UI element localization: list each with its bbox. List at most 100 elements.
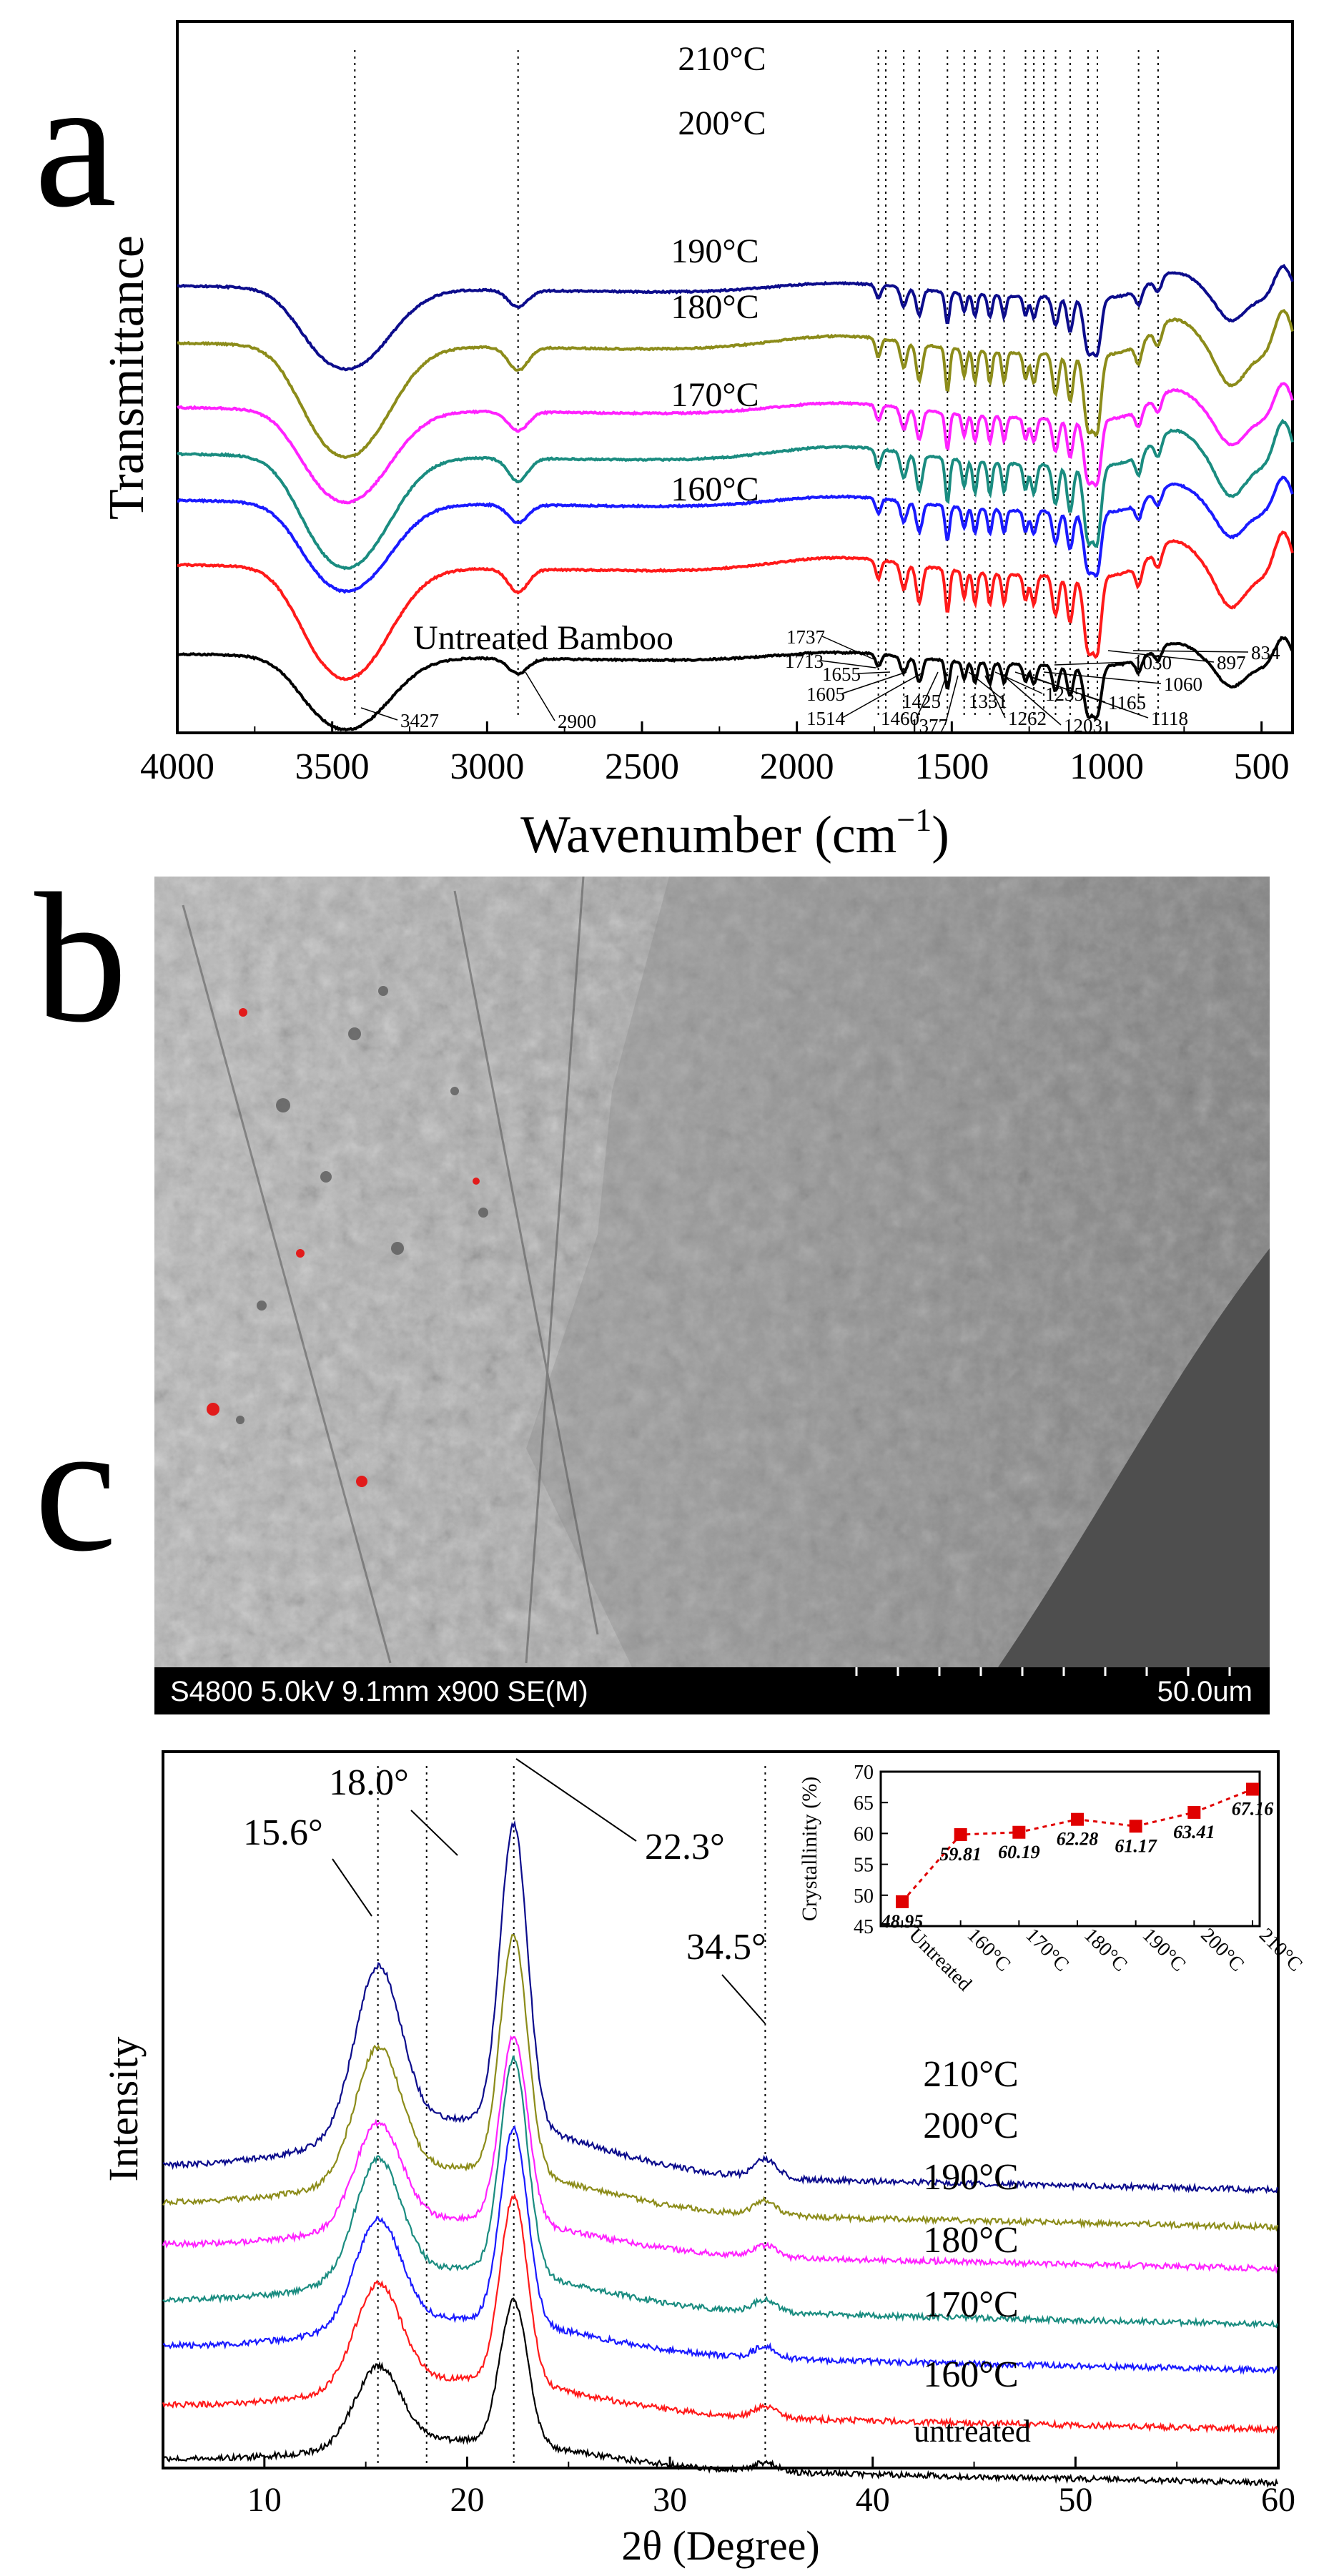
ftir-band-leader	[1107, 650, 1215, 663]
xrd-series-label: 200°C	[923, 2106, 1018, 2146]
ftir-band-leader	[1043, 671, 1162, 684]
ftir-band-leader	[968, 671, 1005, 701]
inset-data-point	[1187, 1805, 1201, 1819]
xrd-series-line	[162, 2193, 1278, 2434]
ftir-band-leader	[944, 675, 959, 726]
inset-y-axis-label: Crystallinity (%)	[798, 1777, 821, 1921]
xrd-x-tick-label: 30	[653, 2481, 687, 2519]
ftir-x-axis-label: Wavenumber (cm−1)	[520, 801, 949, 864]
ftir-band-label: 1262	[1008, 708, 1047, 729]
inset-data-point	[896, 1895, 909, 1908]
panel-letter-b: b	[34, 855, 127, 1061]
inset-x-tick-label: 200°C	[1196, 1924, 1248, 1976]
inset-value-label: 61.17	[1115, 1835, 1157, 1856]
ftir-band-leader	[821, 636, 874, 660]
xrd-series-line	[162, 1934, 1278, 2232]
xrd-x-ticks: 10 20 30 40 50 60	[162, 2457, 1295, 2519]
ftir-x-tick-label: 4000	[140, 746, 214, 787]
xrd-y-axis-label: Intensity	[100, 2037, 147, 2182]
panel-letter-c: c	[34, 1384, 117, 1590]
inset-data-point	[1129, 1820, 1142, 1833]
xrd-peak-leader	[515, 1758, 637, 1842]
xrd-x-axis-label: 2θ (Degree)	[621, 2522, 819, 2569]
inset-plot-frame	[879, 1770, 1261, 1928]
inset-value-label: 62.28	[1057, 1829, 1099, 1850]
inset-value-label: 67.16	[1232, 1799, 1274, 1820]
sem-scale-label: 50.0um	[1157, 1676, 1253, 1707]
xrd-peak-label: 34.5°	[686, 1927, 766, 1968]
inset-x-tick-label: Untreated	[904, 1924, 976, 1995]
xrd-curves	[162, 1820, 1278, 2488]
ftir-band-label: 1737	[786, 626, 825, 648]
ftir-series-line	[177, 263, 1294, 372]
ftir-band-leader	[937, 671, 948, 701]
xrd-series-line	[162, 2297, 1278, 2488]
xrd-series-labels: untreated 160°C 170°C 180°C 190°C 200°C 210°C	[914, 2054, 1031, 2449]
xrd-peak-leader	[332, 1858, 372, 1917]
ftir-x-tick-label: 1000	[1069, 746, 1144, 787]
panel-letter-a: a	[34, 40, 117, 246]
sem-texture	[154, 877, 1270, 1714]
ftir-chart: 4000 3500 3000 2500 2000 1500 1000 500 3427 2900…	[99, 20, 1294, 864]
ftir-band-label: 3427	[400, 710, 439, 731]
xrd-series-label: 160°C	[923, 2354, 1018, 2395]
ftir-band-leader	[841, 671, 924, 719]
inset-y-tick-label: 70	[854, 1762, 874, 1784]
ftir-band-label: 1425	[902, 691, 941, 712]
inset-data-point	[1012, 1825, 1026, 1839]
ftir-band-leader	[820, 660, 876, 668]
ftir-band-leader	[1132, 650, 1249, 653]
inset-x-tick-label: 190°C	[1138, 1924, 1190, 1976]
inset-y-tick-label: 45	[854, 1916, 874, 1938]
xrd-peak-label: 22.3°	[645, 1827, 725, 1867]
ftir-band-label: 834	[1251, 642, 1280, 663]
ftir-band-label: 1514	[806, 708, 846, 729]
ftir-series-line	[177, 475, 1294, 594]
ftir-series-label: Untreated Bamboo	[413, 619, 673, 657]
ftir-band-label: 1235	[1045, 684, 1084, 705]
ftir-x-ticks: 4000 3500 3000 2500 2000 1500 1000 500	[140, 721, 1290, 787]
ftir-series-label: 160°C	[671, 470, 759, 508]
ftir-band-leader	[916, 671, 939, 719]
ftir-series-line	[176, 418, 1294, 571]
ftir-band-label: 1377	[909, 715, 948, 736]
ftir-band-leader	[360, 707, 398, 721]
xrd-peak-leader	[721, 1974, 766, 2024]
ftir-band-label: 1460	[881, 708, 919, 729]
ftir-band-leader	[994, 671, 1043, 694]
xrd-series-label: 170°C	[923, 2284, 1018, 2325]
ftir-x-tick-label: 1500	[914, 746, 989, 787]
ftir-series-label: 200°C	[678, 104, 766, 142]
ftir-band-label: 1118	[1151, 708, 1188, 729]
ftir-series-line	[177, 309, 1294, 459]
ftir-x-tick-label: 3500	[295, 746, 370, 787]
ftir-band-leader	[984, 675, 1006, 719]
inset-x-tick-label: 160°C	[963, 1924, 1015, 1976]
ftir-x-tick-label: 500	[1234, 746, 1290, 787]
ftir-band-label: 897	[1217, 652, 1246, 673]
ftir-band-label: 1060	[1164, 673, 1202, 695]
sem-info-bar: S4800 5.0kV 9.1mm x900 SE(M) 50.0um	[154, 1667, 1270, 1714]
sem-scale-ticks	[855, 1667, 1231, 1676]
inset-y-tick-label: 55	[854, 1855, 874, 1877]
xrd-peak-leader	[410, 1810, 458, 1856]
xrd-series-label: 190°C	[923, 2157, 1018, 2198]
ftir-band-label: 1605	[806, 684, 845, 705]
inset-data-point	[954, 1828, 967, 1842]
xrd-peak-label: 18.0°	[329, 1762, 409, 1803]
inset-x-tick-label: 210°C	[1255, 1924, 1307, 1976]
ftir-series-line	[176, 636, 1294, 731]
inset-value-label: 59.81	[939, 1844, 982, 1865]
xrd-series-label: 210°C	[923, 2054, 1018, 2095]
ftir-series-line	[177, 382, 1294, 505]
xrd-x-tick-label: 20	[450, 2481, 484, 2519]
ftir-x-tick-label: 2000	[760, 746, 834, 787]
ftir-series-line	[177, 531, 1294, 681]
ftir-series-labels: Untreated Bamboo 160°C 170°C 180°C 190°C 200°…	[413, 40, 766, 657]
sem-image: S4800 5.0kV 9.1mm x900 SE(M) 50.0um	[154, 877, 1270, 1714]
ftir-band-leader	[525, 671, 555, 721]
inset-x-tick-label: 180°C	[1080, 1924, 1132, 1976]
xrd-x-tick-label: 50	[1058, 2481, 1092, 2519]
ftir-x-tick-label: 3000	[450, 746, 524, 787]
